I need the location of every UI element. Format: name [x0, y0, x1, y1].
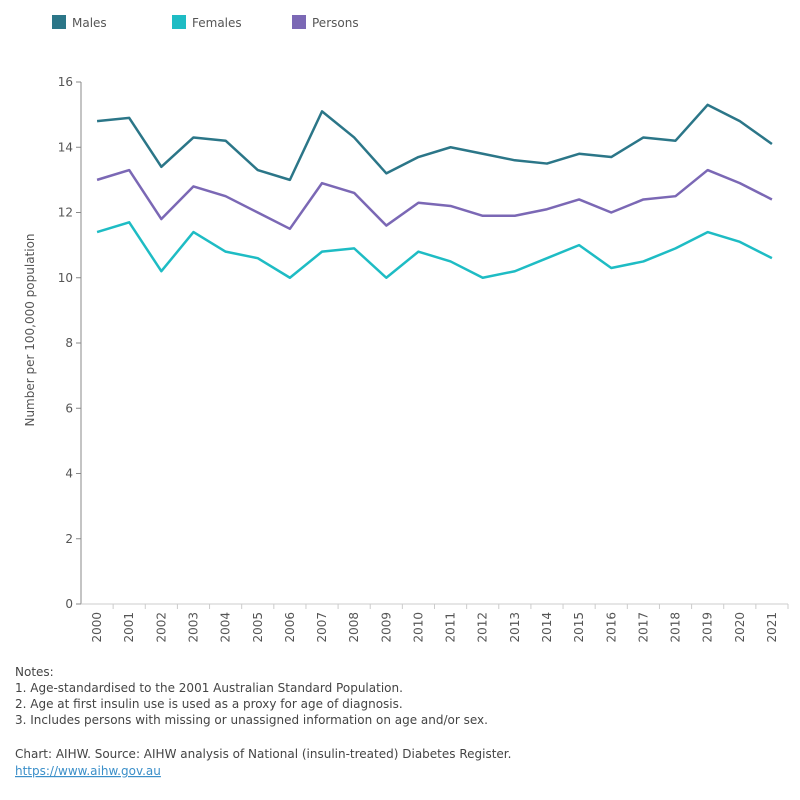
y-tick-label: 10: [58, 271, 73, 285]
source: Chart: AIHW. Source: AIHW analysis of Na…: [15, 747, 511, 761]
x-tick-label: 2012: [476, 612, 490, 643]
legend-swatch: [52, 15, 66, 29]
series-line: [96, 168, 773, 231]
x-tick-label: 2004: [219, 612, 233, 643]
x-tick-label: 2003: [186, 612, 200, 643]
note: 1. Age-standardised to the 2001 Australi…: [15, 681, 403, 695]
series-line: [96, 103, 773, 182]
legend-swatch: [292, 15, 306, 29]
x-tick-label: 2008: [347, 612, 361, 643]
x-tick-label: 2006: [283, 612, 297, 643]
y-tick-label: 8: [65, 336, 73, 350]
x-tick-label: 2018: [669, 612, 683, 643]
y-tick-label: 6: [65, 401, 73, 415]
y-tick-label: 14: [58, 140, 73, 154]
x-tick-label: 2014: [540, 612, 554, 643]
x-tick-label: 2013: [508, 612, 522, 643]
note: 2. Age at first insulin use is used as a…: [15, 697, 403, 711]
x-tick-label: 2001: [122, 612, 136, 643]
x-tick-label: 2011: [444, 612, 458, 643]
x-tick-label: 2005: [251, 612, 265, 643]
x-tick-label: 2015: [572, 612, 586, 643]
legend-label: Females: [192, 16, 242, 30]
y-tick-label: 0: [65, 597, 73, 611]
link[interactable]: https://www.aihw.gov.au: [15, 764, 161, 778]
x-tick-label: 2017: [636, 612, 650, 643]
legend-label: Males: [72, 16, 107, 30]
y-tick-label: 16: [58, 75, 73, 89]
x-tick-label: 2010: [411, 612, 425, 643]
y-tick-label: 4: [65, 467, 73, 481]
x-tick-label: 2002: [154, 612, 168, 643]
y-axis-label: Number per 100,000 population: [23, 233, 37, 426]
notes-title: Notes:: [15, 665, 54, 679]
note: 3. Includes persons with missing or unas…: [15, 713, 488, 727]
x-tick-label: 2000: [90, 612, 104, 643]
legend-swatch: [172, 15, 186, 29]
x-tick-label: 2020: [733, 612, 747, 643]
series-line: [96, 221, 773, 279]
legend-label: Persons: [312, 16, 359, 30]
x-tick-label: 2019: [701, 612, 715, 643]
x-tick-label: 2016: [604, 612, 618, 643]
x-tick-label: 2009: [379, 612, 393, 643]
y-tick-label: 12: [58, 206, 73, 220]
x-tick-label: 2007: [315, 612, 329, 643]
y-tick-label: 2: [65, 532, 73, 546]
x-tick-label: 2021: [765, 612, 779, 643]
